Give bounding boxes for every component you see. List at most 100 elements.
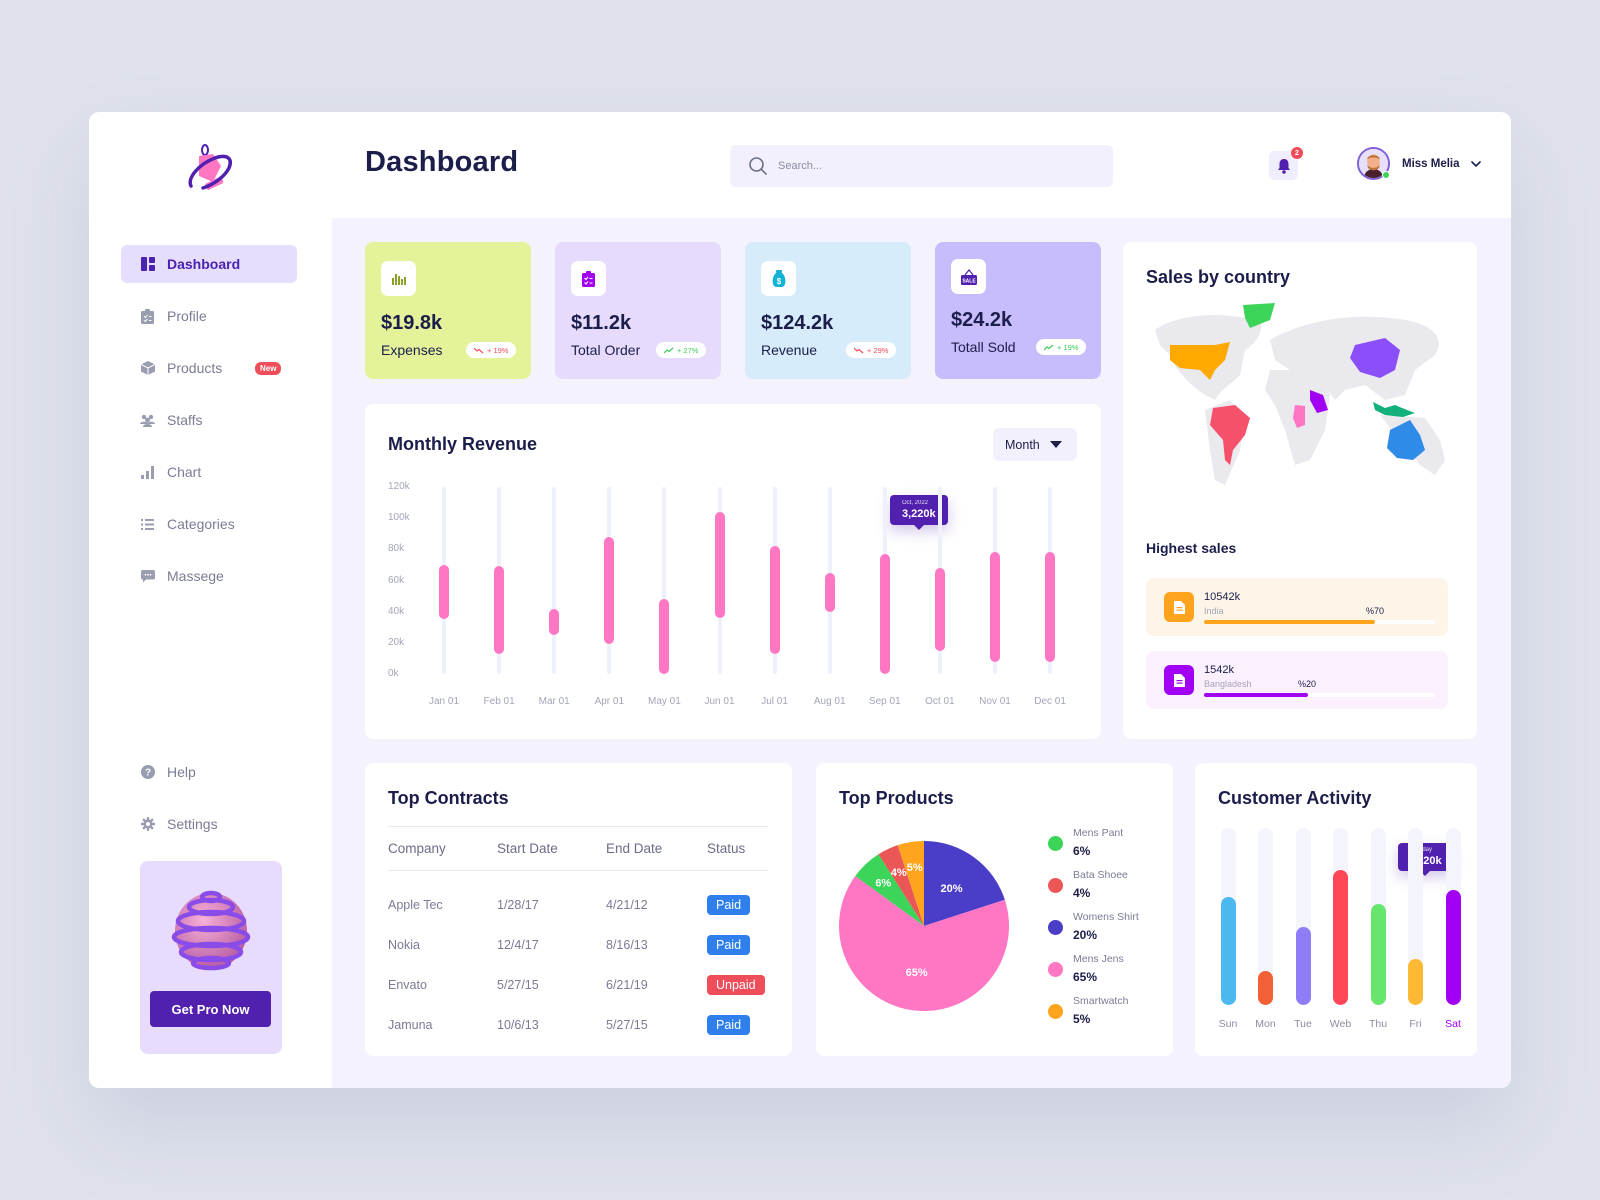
stat-value: $124.2k [761, 312, 834, 334]
pie-label: 4% [891, 867, 907, 879]
revenue-bar[interactable] [604, 536, 615, 645]
map-region-china [1350, 338, 1400, 378]
sidebar-item-staffs[interactable]: Staffs [121, 401, 297, 439]
search-input[interactable] [778, 160, 1078, 172]
sidebar-item-dashboard[interactable]: Dashboard [121, 245, 297, 283]
day-label: Fri [1409, 1018, 1422, 1030]
trend-up-icon [1044, 344, 1054, 350]
sidebar-item-profile[interactable]: Profile [121, 297, 297, 335]
pie-slice[interactable] [839, 876, 1009, 1011]
activity-bar[interactable] [1408, 958, 1423, 1005]
column-header[interactable]: Company [388, 826, 497, 871]
legend-item: Mens Pant 6% [1048, 827, 1139, 861]
status-badge: Paid [707, 934, 751, 955]
stat-value: $24.2k [951, 309, 1013, 331]
gear-icon [140, 817, 155, 832]
sidebar-item-help[interactable]: ? Help [121, 753, 297, 791]
top-products-panel: Top Products 6% 4% 5% 20% 65% Mens Pant 6% Ba… [816, 763, 1173, 1056]
map-region-brazil [1210, 405, 1250, 465]
column-header[interactable]: Status [707, 826, 768, 871]
trend-badge: + 19% [1036, 339, 1087, 355]
pie-slice[interactable] [878, 845, 924, 926]
table-row[interactable]: Jamuna 10/6/13 5/27/15 Paid [388, 1005, 768, 1045]
revenue-bar[interactable] [494, 566, 505, 654]
monthly-revenue-panel: Monthly Revenue Month Oct, 2022 3,220k 0… [365, 404, 1101, 739]
column-header[interactable]: End Date [606, 826, 707, 871]
world-map[interactable] [1145, 300, 1455, 495]
sidebar-item-products[interactable]: Products New [121, 349, 297, 387]
table-row[interactable]: Nokia 12/4/17 8/16/13 Paid [388, 925, 768, 965]
y-axis-tick: 100k [388, 512, 410, 524]
revenue-bar[interactable] [1045, 552, 1056, 662]
revenue-bar[interactable] [659, 599, 670, 674]
activity-bar[interactable] [1370, 904, 1386, 1005]
pie-slice[interactable] [924, 841, 1005, 926]
revenue-bar[interactable] [769, 546, 780, 654]
stat-label: Totall Sold [951, 339, 1016, 355]
sidebar-item-chart[interactable]: Chart [121, 453, 297, 491]
highest-sales-item[interactable]: 10542k India %70 [1146, 578, 1448, 636]
sidebar-item-massege[interactable]: Massege [121, 557, 297, 595]
search-bar[interactable] [730, 145, 1113, 187]
sidebar-item-label: Products [167, 360, 223, 376]
list-icon [140, 517, 155, 532]
activity-bar[interactable] [1295, 927, 1311, 1005]
stat-card-totall-sold[interactable]: SALE $24.2k Totall Sold + 19% [935, 242, 1101, 379]
top-products-pie-chart[interactable]: 6%4% 5% 20% 65% [838, 840, 1010, 1012]
svg-text:?: ? [144, 768, 150, 779]
revenue-bar[interactable] [549, 608, 560, 636]
page-title: Dashboard [365, 146, 519, 178]
trend-badge: + 29% [846, 342, 897, 358]
revenue-bar[interactable] [934, 568, 945, 651]
svg-text:SALE: SALE [962, 278, 976, 284]
sidebar-item-label: Settings [167, 816, 218, 832]
get-pro-button[interactable]: Get Pro Now [150, 991, 271, 1027]
chevron-down-icon[interactable] [1470, 158, 1482, 170]
revenue-bar[interactable] [714, 511, 725, 618]
x-axis-tick: Sep 01 [868, 696, 901, 707]
revenue-bar[interactable] [439, 564, 449, 620]
pie-slice[interactable] [855, 854, 924, 926]
map-region-greenland [1243, 303, 1275, 328]
user-menu[interactable]: Miss Melia [1357, 147, 1482, 180]
notifications-button[interactable]: 2 [1269, 147, 1303, 180]
stat-card-expenses[interactable]: $19.8k Expenses + 19% [365, 242, 531, 379]
activity-bar[interactable] [1258, 971, 1273, 1005]
x-axis-tick: Feb 01 [483, 696, 515, 707]
activity-bar[interactable] [1333, 870, 1348, 1005]
activity-bar[interactable] [1220, 897, 1236, 1005]
column-header[interactable]: Start Date [497, 826, 606, 871]
revenue-bar[interactable] [824, 572, 835, 612]
stat-card-total-order[interactable]: $11.2k Total Order + 27% [555, 242, 721, 379]
clipboard-icon [140, 308, 155, 324]
x-axis-tick: Nov 01 [979, 696, 1011, 707]
help-icon: ? [140, 765, 155, 780]
map-region-australia [1387, 420, 1425, 460]
stat-card-revenue[interactable]: $ $124.2k Revenue + 29% [745, 242, 911, 379]
sidebar-item-categories[interactable]: Categories [121, 505, 297, 543]
x-axis-tick: Oct 01 [925, 696, 955, 707]
pie-slice[interactable] [897, 841, 924, 926]
legend-item: Bata Shoee 4% [1048, 869, 1139, 903]
revenue-bar[interactable] [879, 554, 890, 674]
highest-sales-item[interactable]: 1542k Bangladesh %20 [1146, 651, 1448, 709]
sidebar-bottom-nav: ? Help Settings Logout [121, 753, 297, 909]
money-bag-icon: $ [761, 261, 796, 296]
search-icon [749, 157, 767, 175]
sidebar-item-settings[interactable]: Settings [121, 805, 297, 843]
revenue-bar[interactable] [990, 552, 1000, 662]
period-select[interactable]: Month [993, 428, 1077, 461]
status-badge: Paid [707, 1014, 751, 1035]
activity-bar[interactable] [1445, 889, 1461, 1005]
brand-logo[interactable] [185, 142, 235, 194]
map-region-indonesia [1373, 402, 1415, 417]
x-axis-tick: Jan 01 [428, 696, 460, 707]
trend-up-icon [664, 347, 674, 353]
panel-title: Sales by country [1146, 267, 1291, 287]
table-row[interactable]: Apple Tec 1/28/17 4/21/12 Paid [388, 871, 768, 925]
upgrade-promo-card: Get Pro Now [140, 861, 282, 1054]
pie-label: 65% [906, 967, 928, 979]
table-row[interactable]: Envato 5/27/15 6/21/19 Unpaid [388, 965, 768, 1005]
status-badge: Paid [707, 894, 751, 915]
sales-by-country-panel: Sales by country Highest sales 10542k In… [1123, 242, 1477, 739]
